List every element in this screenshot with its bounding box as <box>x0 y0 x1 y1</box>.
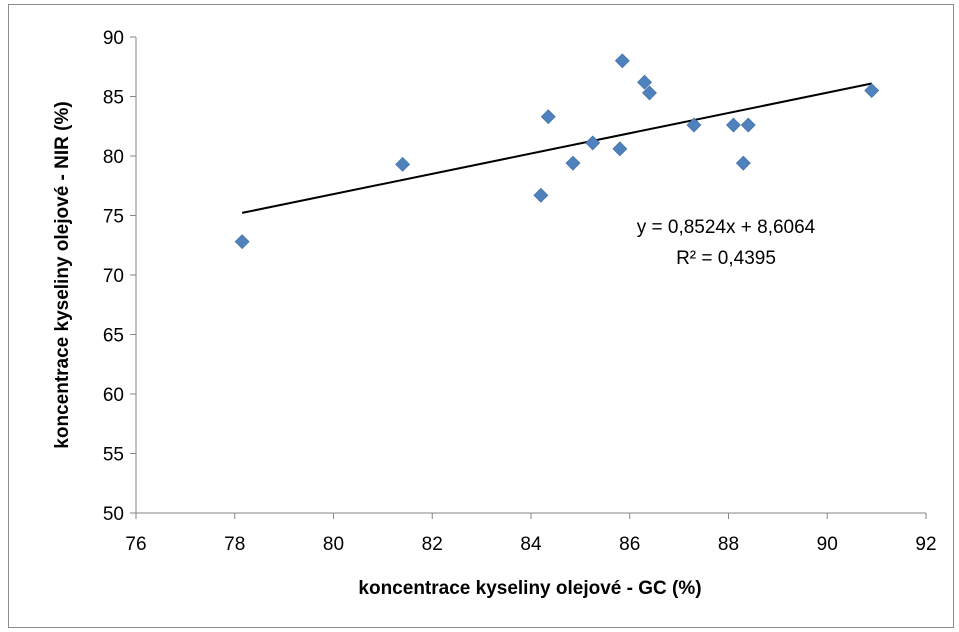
x-tick-label: 88 <box>718 534 739 555</box>
data-point-marker <box>565 155 581 171</box>
trendline-equation: y = 0,8524x + 8,6064 <box>637 217 816 238</box>
axes <box>130 36 927 519</box>
data-point-marker <box>642 85 657 101</box>
y-tick-label: 90 <box>103 28 124 49</box>
y-tick-label: 85 <box>103 88 124 109</box>
data-point-marker <box>540 109 556 125</box>
x-tick-label: 80 <box>323 534 344 555</box>
y-tick-label: 75 <box>103 207 124 228</box>
x-tick-label: 92 <box>915 534 936 555</box>
x-tick-label: 82 <box>422 534 443 555</box>
y-tick-label: 80 <box>103 147 124 168</box>
x-tick-label: 76 <box>125 534 146 555</box>
data-point-marker <box>637 74 652 90</box>
data-point-marker <box>614 53 630 69</box>
data-point-marker <box>726 117 741 133</box>
data-point-marker <box>735 155 751 171</box>
data-point-marker <box>234 234 250 250</box>
data-point-marker <box>533 187 549 203</box>
x-tick-label: 86 <box>619 534 640 555</box>
x-axis-title: koncentrace kyseliny olejové - GC (%) <box>358 578 701 599</box>
y-tick-label: 55 <box>103 445 124 466</box>
data-point-marker <box>612 141 628 157</box>
y-tick-label: 50 <box>103 504 124 525</box>
y-tick-label: 65 <box>103 326 124 347</box>
data-point-marker <box>686 117 702 133</box>
data-points <box>234 53 880 250</box>
data-point-marker <box>395 156 411 172</box>
y-axis-title: koncentrace kyseliny olejové - NIR (%) <box>52 101 73 448</box>
x-tick-label: 90 <box>817 534 838 555</box>
chart-area <box>8 4 954 628</box>
data-point-marker <box>740 117 756 133</box>
y-tick-label: 70 <box>103 266 124 287</box>
r-squared-label: R² = 0,4395 <box>676 248 776 269</box>
x-tick-labels: 76 78 80 82 84 86 88 90 92 <box>125 534 936 555</box>
data-point-marker <box>864 83 880 98</box>
y-tick-label: 60 <box>103 385 124 406</box>
x-tick-label: 84 <box>520 534 542 555</box>
y-tick-labels: 50 55 60 65 70 75 80 85 90 <box>103 28 124 525</box>
data-point-marker <box>585 135 601 151</box>
trendline-group <box>241 82 872 214</box>
x-tick-label: 78 <box>224 534 245 555</box>
trendline <box>241 82 872 214</box>
